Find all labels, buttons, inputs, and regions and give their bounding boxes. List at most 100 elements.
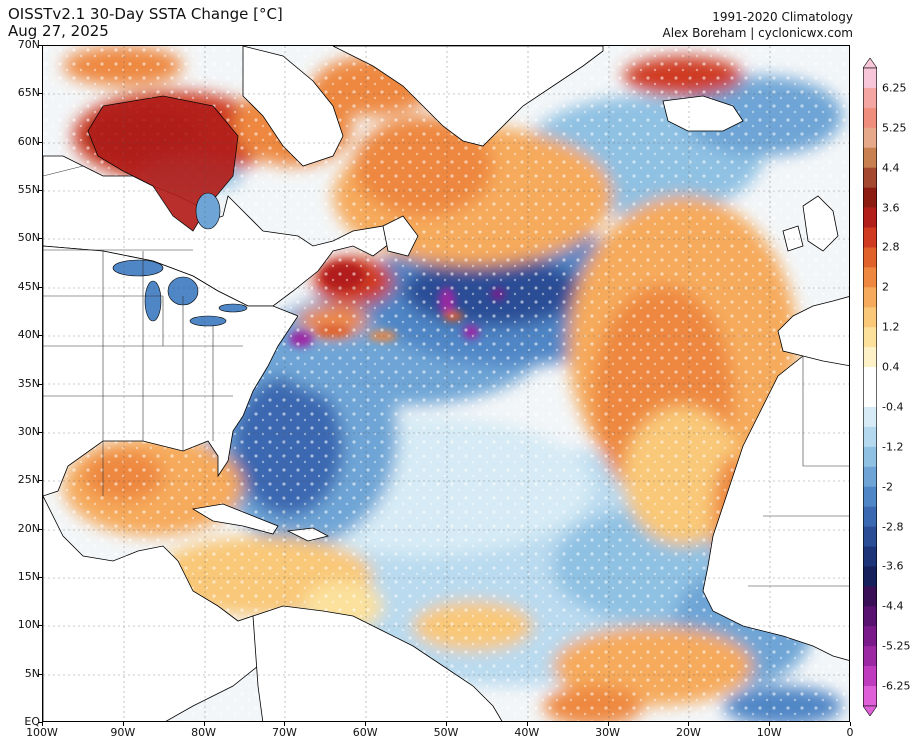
lon-label: 90W (110, 726, 136, 739)
lat-tick (38, 335, 42, 337)
author-credit: Alex Boreham | cyclonicwx.com (662, 26, 853, 40)
lat-label: 35N (17, 376, 40, 390)
lon-tick (284, 722, 286, 726)
colorbar-label: -1.2 (882, 440, 904, 454)
colorbar-label: 3.6 (882, 201, 900, 215)
colorbar-label: -0.4 (882, 400, 904, 414)
lon-tick (850, 722, 851, 726)
lat-tick (38, 141, 42, 143)
colorbar-swatch (863, 127, 877, 149)
colorbar-swatch (863, 446, 877, 468)
colorbar-label: -4.4 (882, 599, 904, 613)
lat-tick (38, 383, 42, 385)
colorbar-swatch (863, 566, 877, 587)
colorbar (863, 58, 877, 716)
james-bay (195, 192, 221, 230)
lon-tick (203, 722, 205, 726)
lon-label: 80W (191, 726, 217, 739)
lat-tick (38, 625, 42, 627)
lat-tick (38, 576, 42, 578)
lat-label: 60N (17, 134, 40, 148)
lat-label: 25N (17, 473, 40, 487)
lat-label: 20N (17, 521, 40, 535)
lon-label: 50W (433, 726, 459, 739)
lat-label: 5N (24, 666, 40, 680)
lat-tick (38, 238, 42, 240)
lon-tick (688, 722, 690, 726)
chart-date: Aug 27, 2025 (8, 22, 109, 40)
lat-label: 15N (17, 569, 40, 583)
colorbar-swatch (863, 327, 877, 348)
lat-tick (38, 190, 42, 192)
colorbar-label: 0.4 (882, 360, 900, 374)
colorbar-swatch (863, 626, 877, 647)
ssta-map (43, 46, 849, 721)
colorbar-label: 1.2 (882, 320, 900, 334)
colorbar-swatch (863, 606, 877, 627)
colorbar-label: 2.8 (882, 240, 900, 254)
colorbar-label: -3.6 (882, 559, 904, 573)
lon-label: 10W (756, 726, 782, 739)
lat-label: 45N (17, 279, 40, 293)
lon-tick (769, 722, 771, 726)
lon-label: 40W (514, 726, 540, 739)
colorbar-swatch (863, 307, 877, 328)
colorbar-swatch (863, 347, 877, 368)
lon-tick (42, 722, 43, 726)
colorbar-label: -2 (882, 480, 893, 494)
colorbar-swatch (863, 287, 877, 308)
lat-label: 30N (17, 424, 40, 438)
lon-tick (526, 722, 528, 726)
colorbar-label: 4.4 (882, 161, 900, 175)
lat-label: 50N (17, 231, 40, 245)
colorbar-swatch (863, 546, 877, 567)
colorbar-swatch (863, 167, 877, 188)
colorbar-swatch (863, 267, 877, 288)
lat-label: EQ (24, 715, 40, 728)
climatology-note: 1991-2020 Climatology (712, 10, 853, 24)
colorbar-swatch (863, 526, 877, 547)
lon-label: 60W (352, 726, 378, 739)
lon-tick (122, 722, 124, 726)
colorbar-swatch (863, 646, 877, 667)
colorbar-extend-bottom (863, 705, 877, 716)
lat-label: 55N (17, 183, 40, 197)
lon-label: 0 (846, 726, 854, 739)
colorbar-swatch (863, 68, 877, 89)
lat-label: 40N (17, 328, 40, 342)
colorbar-label: 2 (882, 280, 889, 294)
colorbar-swatch (863, 406, 877, 428)
lon-tick (607, 722, 609, 726)
lat-tick (38, 431, 42, 433)
colorbar-swatch (863, 87, 877, 109)
colorbar-swatch (863, 506, 877, 527)
colorbar-swatch (863, 227, 877, 248)
lat-tick (38, 673, 42, 675)
title-left: OISSTv2.1 30-Day SSTA Change [°C] Aug 27… (8, 6, 283, 40)
colorbar-swatch (863, 107, 877, 129)
lat-label: 65N (17, 86, 40, 100)
lon-label: 100W (26, 726, 58, 739)
colorbar-swatch (863, 486, 877, 507)
colorbar-extend-top (863, 58, 877, 69)
lat-tick (38, 286, 42, 288)
colorbar-swatch (863, 387, 877, 408)
colorbar-label: 6.25 (882, 81, 907, 95)
lat-tick (38, 45, 42, 46)
lat-tick (38, 528, 42, 530)
colorbar-swatch (863, 187, 877, 208)
colorbar-swatch (863, 426, 877, 448)
title-right: 1991-2020 Climatology Alex Boreham | cyc… (663, 9, 853, 41)
colorbar-swatch (863, 367, 877, 388)
colorbar-swatch (863, 207, 877, 228)
lon-label: 70W (271, 726, 297, 739)
colorbar-swatch (863, 147, 877, 168)
lon-label: 20W (675, 726, 701, 739)
colorbar-swatch (863, 686, 877, 707)
lon-tick (365, 722, 367, 726)
map-panel (42, 45, 850, 722)
lat-label: 10N (17, 618, 40, 632)
lat-tick (38, 93, 42, 95)
lon-tick (446, 722, 447, 726)
colorbar-label: -6.25 (882, 679, 911, 693)
